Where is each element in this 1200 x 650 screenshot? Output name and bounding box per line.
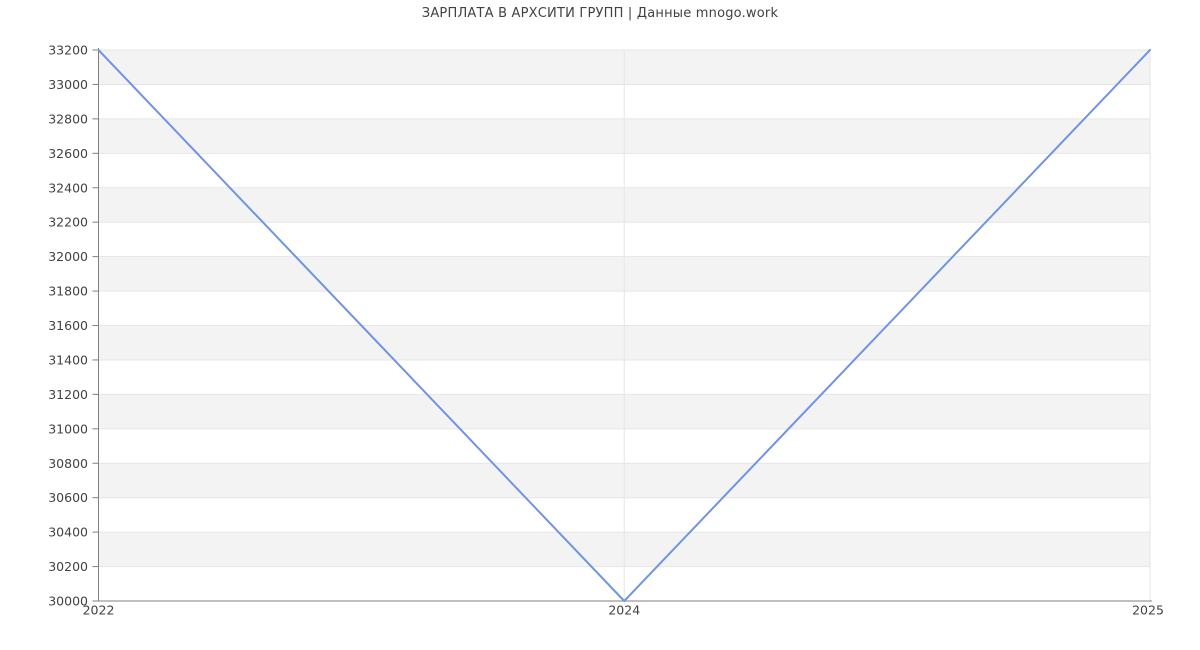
y-axis-tick-label: 33000 <box>48 77 88 92</box>
y-axis-tick-label: 31600 <box>48 318 88 333</box>
y-axis-tick-label: 32000 <box>48 249 88 264</box>
salary-line-series <box>97 49 1151 602</box>
y-axis-tick-label: 30800 <box>48 456 88 471</box>
y-axis-tick-label: 30000 <box>48 594 88 609</box>
x-axis-tick-label: 2025 <box>1132 603 1164 618</box>
y-axis-tick-label: 33200 <box>48 43 88 58</box>
y-axis-tick-label: 32800 <box>48 111 88 126</box>
y-axis-tick-label: 32600 <box>48 146 88 161</box>
y-axis-tick-label: 32400 <box>48 180 88 195</box>
y-axis-tick-label: 31200 <box>48 387 88 402</box>
y-axis-tick-label: 31400 <box>48 352 88 367</box>
chart-title: ЗАРПЛАТА В АРХСИТИ ГРУПП | Данные mnogo.… <box>421 6 779 21</box>
y-axis-tick-label: 30200 <box>48 559 88 574</box>
y-axis-tick-label: 30600 <box>48 490 88 505</box>
y-axis-tick-label: 31000 <box>48 421 88 436</box>
x-axis-tick-label: 2022 <box>83 603 115 618</box>
x-axis-tick-label: 2024 <box>608 603 640 618</box>
y-axis-tick-label: 30400 <box>48 525 88 540</box>
y-axis-tick-label: 32200 <box>48 215 88 230</box>
y-axis-tick-label: 31800 <box>48 284 88 299</box>
